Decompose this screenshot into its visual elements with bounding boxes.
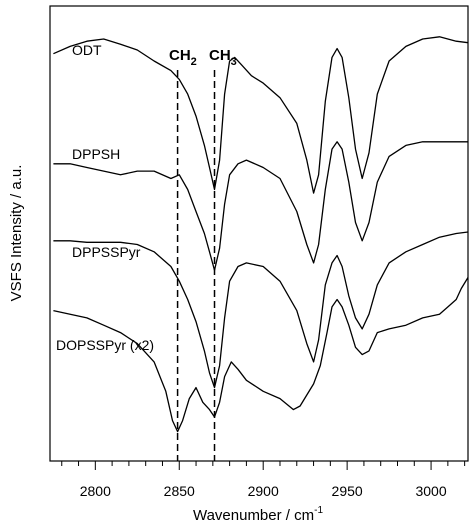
series-label-0: ODT	[72, 42, 102, 58]
ch2-marker-label: CH2	[169, 47, 197, 68]
series-line-dopsspyr-x2	[53, 277, 469, 433]
x-tick-label: 3000	[415, 483, 446, 499]
series-label-3: DOPSSPyr (x2)	[56, 337, 154, 353]
x-tick-label: 2850	[164, 483, 195, 499]
x-tick-label: 2800	[80, 483, 111, 499]
series-line-dppsspyr	[53, 231, 469, 389]
series-line-dppsh	[53, 141, 468, 271]
x-axis-title: Wavenumber / cm-1	[193, 505, 323, 524]
x-axis-ticks	[61, 461, 466, 470]
trace-labels: ODT DPPSH DPPSSPyr DOPSSPyr (x2)	[56, 42, 154, 353]
x-axis-tick-labels: 2800 2850 2900 2950 3000	[80, 483, 447, 499]
reference-lines	[176, 70, 216, 461]
plot-frame	[49, 5, 469, 462]
series-label-1: DPPSH	[72, 146, 120, 162]
spectra-traces	[53, 36, 469, 433]
y-axis-title: VSFS Intensity / a.u.	[8, 165, 25, 302]
series-label-2: DPPSSPyr	[72, 244, 141, 260]
x-tick-label: 2950	[332, 483, 363, 499]
x-tick-label: 2900	[248, 483, 279, 499]
series-line-odt	[53, 36, 469, 194]
ch3-marker-label: CH3	[209, 47, 237, 68]
